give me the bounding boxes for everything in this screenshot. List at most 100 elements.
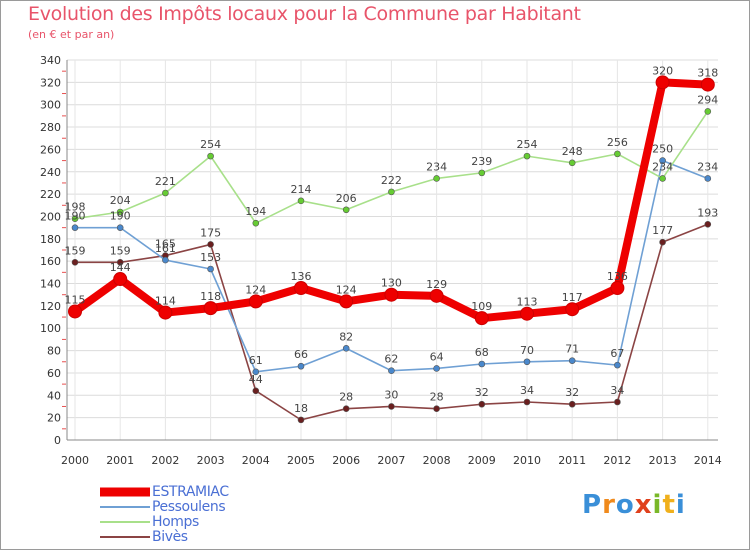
- data-point: [116, 258, 124, 266]
- data-label: 109: [471, 300, 492, 313]
- data-point: [207, 241, 214, 248]
- legend-label: Homps: [152, 514, 199, 530]
- data-point: [252, 219, 260, 227]
- chart-title: Evolution des Impôts locaux pour la Comm…: [28, 3, 581, 25]
- data-point: [248, 294, 263, 309]
- data-label: 34: [520, 384, 534, 397]
- data-label: 28: [339, 391, 353, 404]
- y-tick-label: 260: [40, 143, 61, 156]
- data-point: [429, 288, 444, 303]
- x-tick-label: 2007: [377, 454, 405, 467]
- data-label: 214: [291, 183, 312, 196]
- data-label: 190: [110, 210, 131, 223]
- data-point: [478, 360, 486, 368]
- data-label: 161: [155, 242, 176, 255]
- data-point: [700, 77, 715, 92]
- data-label: 44: [249, 373, 263, 386]
- data-point: [68, 304, 82, 319]
- logo-letter: t: [662, 490, 676, 520]
- data-label: 124: [245, 283, 266, 296]
- data-point: [162, 189, 169, 197]
- data-point: [568, 159, 576, 167]
- data-label: 117: [562, 291, 583, 304]
- data-label: 144: [110, 261, 131, 274]
- x-tick-label: 2012: [603, 454, 631, 467]
- data-point: [158, 305, 173, 320]
- data-label: 136: [291, 270, 312, 283]
- data-point: [523, 398, 531, 406]
- data-label: 28: [430, 391, 444, 404]
- x-tick-label: 2001: [106, 454, 134, 467]
- data-point: [384, 287, 399, 302]
- data-point: [568, 357, 576, 364]
- data-label: 62: [384, 353, 398, 366]
- data-point: [297, 362, 305, 370]
- data-point: [523, 358, 531, 366]
- data-label: 165: [155, 238, 176, 251]
- data-label: 234: [697, 160, 718, 173]
- x-tick-label: 2010: [513, 454, 541, 467]
- data-point: [207, 152, 214, 160]
- logo-letter: i: [652, 490, 663, 520]
- data-point: [610, 281, 625, 295]
- data-label: 153: [200, 251, 221, 264]
- data-label: 32: [565, 386, 579, 399]
- data-point: [294, 281, 308, 295]
- data-label: 248: [562, 145, 583, 158]
- data-label: 18: [294, 402, 308, 415]
- x-tick-label: 2013: [649, 454, 677, 467]
- data-label: 129: [426, 278, 447, 291]
- y-tick-label: 60: [47, 367, 61, 380]
- data-label: 193: [697, 206, 718, 219]
- x-tick-label: 2003: [197, 454, 225, 467]
- data-point: [523, 152, 531, 160]
- y-tick-label: 220: [40, 188, 61, 201]
- y-tick-label: 0: [54, 434, 61, 447]
- data-point: [252, 368, 260, 376]
- data-point: [388, 367, 395, 375]
- data-point: [388, 188, 395, 196]
- data-label: 113: [517, 296, 538, 309]
- data-point: [704, 108, 712, 115]
- legend-swatch: [100, 487, 150, 497]
- data-point: [342, 206, 350, 214]
- data-point: [433, 365, 440, 372]
- data-point: [614, 150, 621, 158]
- data-point: [113, 272, 128, 287]
- data-label: 67: [610, 347, 624, 360]
- data-label: 70: [520, 344, 534, 357]
- x-tick-label: 2005: [287, 454, 315, 467]
- x-tick-label: 2004: [242, 454, 270, 467]
- data-label: 234: [652, 160, 673, 173]
- legend-swatch: [100, 521, 150, 523]
- data-point: [478, 169, 486, 177]
- data-label: 198: [65, 201, 86, 214]
- y-tick-label: 20: [47, 412, 61, 425]
- y-tick-label: 40: [47, 389, 61, 402]
- data-label: 194: [245, 205, 266, 218]
- y-tick-label: 280: [40, 121, 61, 134]
- data-point: [565, 302, 580, 317]
- y-tick-label: 200: [40, 210, 61, 223]
- x-tick-label: 2008: [423, 454, 451, 467]
- data-label: 66: [294, 348, 308, 361]
- data-label: 61: [249, 354, 263, 367]
- data-label: 294: [697, 93, 718, 106]
- data-point: [655, 75, 670, 90]
- data-label: 68: [475, 346, 489, 359]
- data-label: 221: [155, 175, 176, 188]
- x-tick-label: 2011: [558, 454, 586, 467]
- logo-letter: x: [634, 490, 653, 520]
- data-point: [71, 215, 79, 223]
- data-label: 32: [475, 386, 489, 399]
- logo-letter: r: [602, 490, 616, 520]
- data-label: 114: [155, 295, 176, 308]
- data-label: 175: [200, 226, 221, 239]
- legend-swatch: [100, 506, 150, 508]
- data-label: 130: [381, 277, 402, 290]
- x-tick-label: 2009: [468, 454, 496, 467]
- data-point: [614, 361, 621, 369]
- y-tick-label: 300: [40, 99, 61, 112]
- x-tick-label: 2002: [151, 454, 179, 467]
